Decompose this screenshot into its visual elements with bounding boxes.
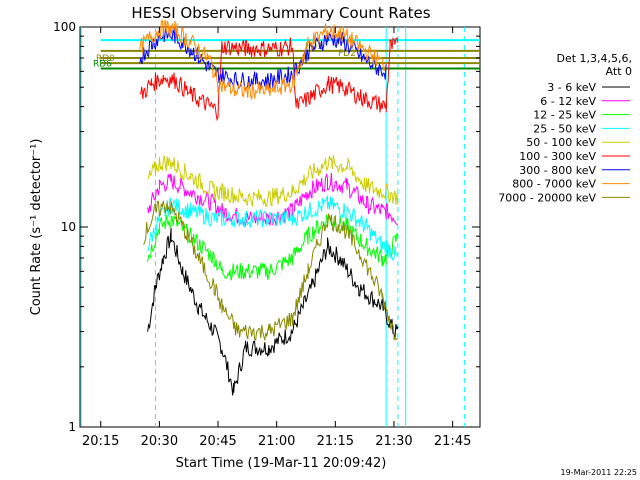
series-line-4	[147, 155, 399, 208]
x-tick-label-4: 21:15	[317, 434, 354, 449]
legend-label-1: 6 - 12 keV	[540, 95, 596, 108]
y-tick-label-0: 1	[68, 420, 76, 434]
legend-label-6: 300 - 800 keV	[519, 164, 596, 177]
chart-title: HESSI Observing Summary Count Rates	[131, 4, 430, 22]
legend-label-5: 100 - 300 keV	[519, 150, 596, 163]
x-tick-label-1: 20:30	[141, 434, 178, 449]
series-line-6	[139, 25, 387, 91]
y-tick-label-2: 100	[53, 20, 76, 34]
x-tick-label-3: 21:00	[258, 434, 295, 449]
x-axis-label: Start Time (19-Mar-11 20:09:42)	[176, 456, 387, 471]
series-line-3	[147, 195, 399, 262]
legend-label-8: 7000 - 20000 keV	[498, 191, 596, 204]
legend-label-4: 50 - 100 keV	[526, 136, 596, 149]
x-axis-ticks: 20:15 20:30 20:45 21:00 21:15 21:30 21:45	[82, 27, 471, 449]
legend-label-3: 25 - 50 keV	[533, 122, 596, 135]
series-line-0	[147, 227, 399, 396]
legend-label-0: 3 - 6 keV	[547, 81, 596, 94]
legend-header-0: Det 1,3,4,5,6,	[556, 52, 632, 65]
series-line-1	[147, 172, 399, 227]
legend-label-7: 800 - 7000 keV	[512, 178, 596, 191]
x-tick-label-5: 21:30	[375, 434, 412, 449]
plot-frame	[79, 26, 481, 428]
y-axis-ticks: 1 10 100	[53, 20, 480, 434]
y-tick-label-1: 10	[61, 220, 76, 234]
series-line-5	[139, 37, 399, 122]
y-axis-label: Count Rate (s⁻¹ detector⁻¹)	[29, 139, 44, 316]
flag-label-4: RD6	[93, 60, 112, 70]
legend-label-2: 12 - 25 keV	[533, 109, 596, 122]
vertical-markers	[80, 27, 465, 427]
flag-label-2: FD2	[338, 49, 356, 59]
series-lines	[139, 19, 399, 396]
x-tick-label-6: 21:45	[434, 434, 471, 449]
series-line-8	[143, 200, 399, 341]
x-tick-label-2: 20:45	[199, 434, 236, 449]
series-line-7	[139, 19, 387, 100]
legend-header-1: Att 0	[606, 65, 632, 78]
flag-label-3: RD0	[96, 54, 115, 64]
x-tick-label-0: 20:15	[82, 434, 119, 449]
timestamp: 19-Mar-2011 22:25	[561, 468, 638, 477]
